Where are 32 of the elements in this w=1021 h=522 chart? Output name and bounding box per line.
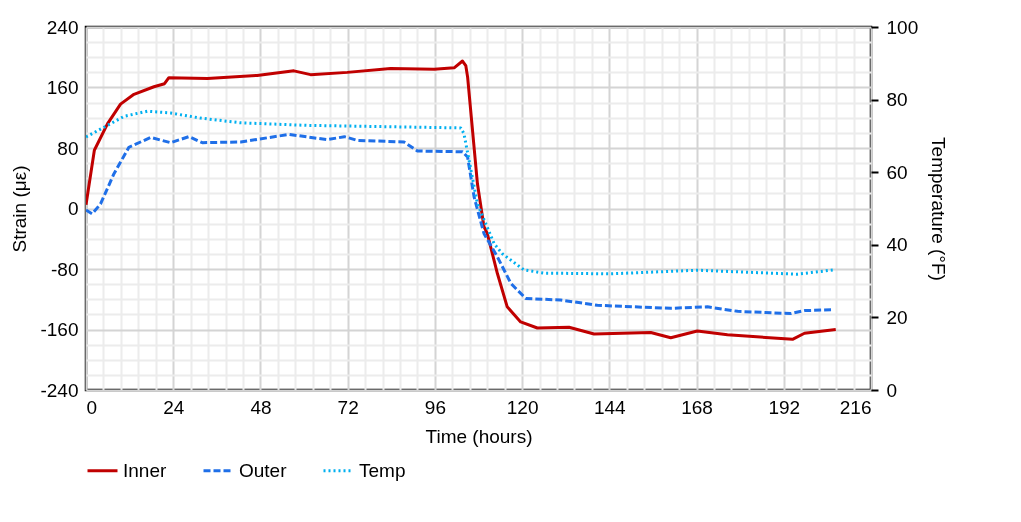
y2-tick-label: 80 — [886, 89, 908, 111]
y-tick-label: -160 — [40, 319, 79, 340]
line-series — [86, 132, 833, 316]
legend-label: Inner — [123, 459, 167, 481]
y2-tick-label: 100 — [886, 16, 919, 38]
x-tick-label: 216 — [839, 396, 872, 418]
x-tick-label: 96 — [424, 396, 446, 418]
y-tick-label: 160 — [46, 77, 79, 98]
y2-tick-label: 40 — [886, 234, 908, 256]
x-tick-label: 144 — [593, 396, 627, 418]
y-tick-label: 0 — [67, 198, 79, 219]
x-axis-title: Time (hours) — [425, 425, 533, 447]
legend-label: Temp — [359, 459, 406, 481]
x-tick-label: 24 — [163, 396, 185, 418]
y-tick-label: -80 — [51, 258, 79, 280]
y2-tick-label: 0 — [886, 379, 898, 401]
y-tick-label: 80 — [57, 137, 79, 159]
x-tick-label: 48 — [250, 396, 272, 418]
y2-tick-label: 20 — [886, 306, 908, 328]
y-tick-label: 240 — [46, 16, 79, 38]
x-tick-label: 192 — [768, 396, 801, 418]
x-tick-label: 168 — [681, 396, 713, 418]
x-tick-label: 120 — [506, 396, 539, 418]
x-tick-label: 72 — [337, 396, 359, 418]
y-tick-label: -240 — [40, 379, 79, 401]
x-tick-label: 0 — [86, 396, 98, 418]
y-axis-title: Strain (με) — [9, 165, 31, 253]
line-series — [86, 109, 836, 276]
y2-tick-label: 60 — [886, 161, 908, 183]
line-series — [86, 59, 838, 341]
legend-label: Outer — [239, 459, 288, 481]
y2-axis-title: Temperature (°F) — [928, 137, 950, 281]
